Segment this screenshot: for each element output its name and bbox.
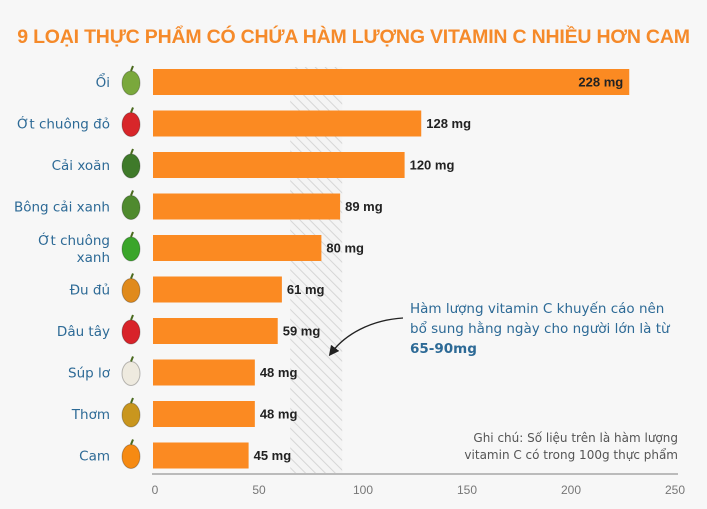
category-label: Ớt chuông xanh (38, 231, 110, 266)
category-label: Ớt chuông đỏ (17, 115, 110, 133)
value-label: 89 mg (345, 199, 383, 214)
chart-title: 9 LOẠI THỰC PHẨM CÓ CHỨA HÀM LƯỢNG VITAM… (17, 26, 690, 48)
value-label: 80 mg (326, 241, 364, 256)
value-label: 45 mg (254, 448, 292, 463)
recommendation-annotation: Hàm lượng vitamin C khuyến cáo nên bổ su… (410, 299, 680, 359)
bar (153, 193, 341, 220)
bar-row: 61 mg Đu đủ (70, 273, 325, 303)
strawberry-icon (121, 314, 141, 345)
orange-icon (121, 439, 141, 469)
bar-row: 48 mg Súp lơ (68, 356, 298, 386)
bar (153, 110, 422, 137)
x-tick-label: 100 (353, 483, 373, 497)
category-label: Đu đủ (70, 283, 110, 299)
bar-row: 59 mg Dâu tây (57, 314, 321, 345)
value-label: 61 mg (287, 282, 325, 297)
green-bell-pepper-icon (121, 231, 141, 262)
broccoli-icon (121, 190, 141, 220)
x-tick-label: 0 (152, 483, 159, 497)
x-tick-label: 200 (561, 483, 581, 497)
cauliflower-icon (121, 356, 141, 386)
category-label: Thơm (71, 407, 110, 423)
pineapple-icon (121, 397, 141, 428)
x-tick-label: 50 (252, 483, 266, 497)
red-bell-pepper-icon (121, 107, 141, 137)
annotation-highlight: 65-90mg (410, 341, 477, 357)
category-label: Ổi (96, 72, 110, 91)
value-label: 120 mg (410, 158, 455, 173)
bar-row: 45 mg Cam (79, 439, 292, 469)
bar-row: 89 mg Bông cải xanh (14, 190, 383, 220)
bar-row: 120 mg Cải xoăn (52, 148, 455, 179)
bar-row: 80 mg Ớt chuông xanh (38, 231, 364, 266)
bar-row: 228 mg Ổi (96, 65, 630, 96)
category-label: Cải xoăn (52, 158, 110, 174)
bar (153, 401, 255, 427)
category-label: Súp lơ (68, 366, 111, 382)
bar (153, 276, 282, 303)
guava-icon (121, 65, 141, 96)
bar (153, 442, 249, 469)
category-label: Dâu tây (57, 324, 110, 340)
bar (153, 69, 630, 95)
bar (153, 235, 322, 261)
value-label: 228 mg (578, 75, 623, 90)
bar-row: 48 mg Thơm (71, 397, 298, 428)
value-label: 59 mg (283, 324, 321, 339)
value-label: 128 mg (426, 116, 471, 131)
kale-icon (121, 148, 141, 179)
annotation-arrow (328, 317, 404, 357)
annotation-text: Hàm lượng vitamin C khuyến cáo nên bổ su… (410, 301, 670, 337)
footnote: Ghi chú: Số liệu trên là hàm lượng vitam… (464, 431, 678, 462)
papaya-icon (121, 273, 141, 303)
category-label: Bông cải xanh (14, 200, 110, 216)
category-label: Cam (79, 449, 110, 465)
bar (153, 318, 278, 344)
value-label: 48 mg (260, 365, 298, 380)
value-label: 48 mg (260, 407, 298, 422)
x-tick-label: 250 (665, 483, 685, 497)
bar-row: 128 mg Ớt chuông đỏ (17, 107, 471, 137)
x-tick-label: 150 (457, 483, 477, 497)
bar (153, 152, 405, 178)
bar (153, 359, 255, 386)
